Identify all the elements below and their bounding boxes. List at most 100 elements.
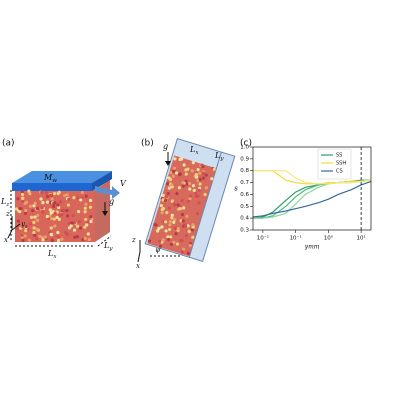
- grain: [86, 220, 90, 224]
- grain: [77, 220, 82, 224]
- grain: [66, 214, 70, 218]
- grain: [67, 197, 71, 202]
- legend-label: SS: [336, 153, 342, 159]
- grain: [52, 217, 56, 221]
- grain: [197, 188, 201, 192]
- grain: [56, 234, 60, 238]
- grain: [56, 192, 60, 196]
- grain: [174, 171, 179, 175]
- grain: [73, 235, 77, 239]
- axis-label: x: [136, 262, 140, 270]
- grain: [200, 163, 204, 167]
- series-line: [252, 179, 371, 219]
- grain: [194, 175, 199, 179]
- grain: [83, 206, 87, 210]
- grain: [186, 251, 190, 255]
- grain: [170, 216, 174, 220]
- gravity-head: [102, 211, 108, 216]
- grain: [45, 200, 50, 204]
- grain: [45, 214, 49, 219]
- axis-label: z: [5, 210, 10, 218]
- grain: [69, 224, 73, 228]
- dimension-label-sub: y: [108, 246, 113, 252]
- grain: [63, 193, 67, 197]
- grain: [204, 173, 208, 177]
- plate-label: Mw: [43, 173, 57, 184]
- grain: [188, 187, 192, 191]
- grain: [161, 238, 165, 242]
- grain: [63, 230, 68, 235]
- grain: [33, 201, 37, 205]
- dimension-label: Ly: [214, 151, 224, 162]
- grain: [60, 212, 64, 217]
- grain: [168, 223, 172, 227]
- grain: [197, 201, 201, 205]
- grain: [66, 203, 71, 207]
- grain: [83, 236, 87, 240]
- grain: [33, 233, 37, 237]
- x-axis-label: γmm: [305, 244, 320, 251]
- grain: [191, 184, 196, 188]
- edge: [188, 151, 222, 258]
- grain: [179, 238, 183, 243]
- grain: [165, 211, 169, 215]
- series-line: [252, 180, 372, 218]
- grain: [24, 208, 28, 213]
- grain: [57, 205, 61, 210]
- grain: [147, 239, 152, 243]
- dimension-label-main: L: [0, 197, 6, 206]
- grain: [198, 182, 202, 186]
- grain: [170, 213, 174, 217]
- grain: [28, 204, 33, 208]
- grain: [187, 229, 191, 233]
- grain: [178, 207, 182, 211]
- grain: [191, 223, 195, 227]
- grain: [165, 194, 169, 198]
- grain: [88, 205, 93, 209]
- grain: [191, 235, 195, 239]
- grain: [38, 234, 42, 238]
- grain: [21, 238, 25, 243]
- grain: [185, 214, 189, 218]
- grain: [79, 198, 83, 202]
- grain: [188, 243, 192, 248]
- grain: [198, 177, 202, 182]
- x-tick-label: 10⁰: [324, 235, 334, 242]
- legend-box: [317, 148, 352, 180]
- grain: [170, 183, 174, 187]
- axis-arrow: [11, 223, 21, 231]
- grain: [166, 235, 170, 239]
- grain: [41, 200, 45, 205]
- grain: [159, 204, 163, 208]
- y-tick-label: 0.8: [240, 168, 249, 174]
- grain: [160, 211, 164, 215]
- grain: [173, 218, 177, 222]
- grain: [35, 218, 40, 222]
- grain: [180, 250, 184, 254]
- grain: [18, 206, 22, 211]
- grain: [35, 207, 40, 211]
- grain: [65, 232, 70, 237]
- grain: [160, 225, 164, 229]
- grain: [32, 204, 36, 208]
- grain: [32, 220, 36, 224]
- dimension-label: Lx: [189, 145, 199, 156]
- grain: [184, 234, 188, 238]
- grain: [166, 237, 171, 242]
- y-tick-label: 0.7: [240, 180, 249, 186]
- grain: [210, 177, 214, 181]
- grain: [164, 198, 168, 203]
- grain: [194, 172, 199, 177]
- grain: [186, 199, 190, 204]
- grain: [188, 197, 192, 201]
- grain: [170, 199, 174, 203]
- grain: [169, 242, 173, 246]
- grain: [52, 204, 56, 209]
- grain: [168, 219, 172, 224]
- grain: [154, 223, 158, 227]
- grain: [191, 225, 195, 229]
- axis-label: z: [131, 236, 136, 244]
- dimension-label-sub: z: [5, 202, 9, 208]
- grain: [168, 177, 173, 182]
